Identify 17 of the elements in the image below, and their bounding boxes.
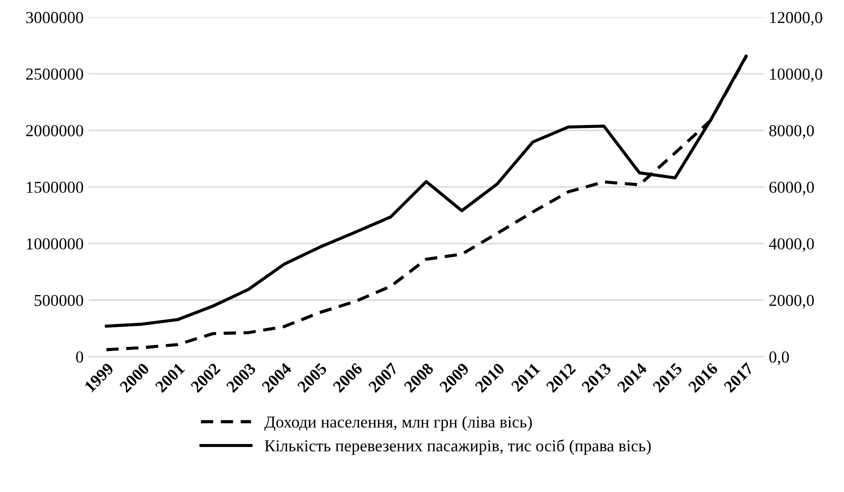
y2-tick-label: 0,0 (769, 351, 789, 366)
y-tick-label: 2000000 (26, 125, 84, 136)
y2-tick-label: 6000,0 (769, 182, 814, 196)
y2-tick-label: 12000,0 (770, 12, 822, 26)
legend-label: Кількість перевезених пасажирів, тис осіб (права вісь) (264, 439, 651, 455)
y-tick-label: 1000000 (26, 238, 84, 250)
y2-tick-label: 8000,0 (769, 125, 814, 139)
legend-label: Доходи населення, млн грн (ліва вісь) (264, 416, 532, 432)
y2-tick-label: 2000,0 (769, 294, 814, 308)
y-tick-label: 2500000 (26, 68, 84, 80)
x-tick-label: 2011 (510, 362, 541, 392)
y2-tick-label: 10000,0 (770, 68, 822, 82)
y-tick-label: 1500000 (26, 182, 84, 193)
y-tick-label: 500000 (34, 294, 84, 306)
y-tick-label: 0 (76, 351, 84, 363)
y2-tick-label: 4000,0 (769, 238, 814, 252)
y-tick-label: 3000000 (26, 12, 84, 24)
